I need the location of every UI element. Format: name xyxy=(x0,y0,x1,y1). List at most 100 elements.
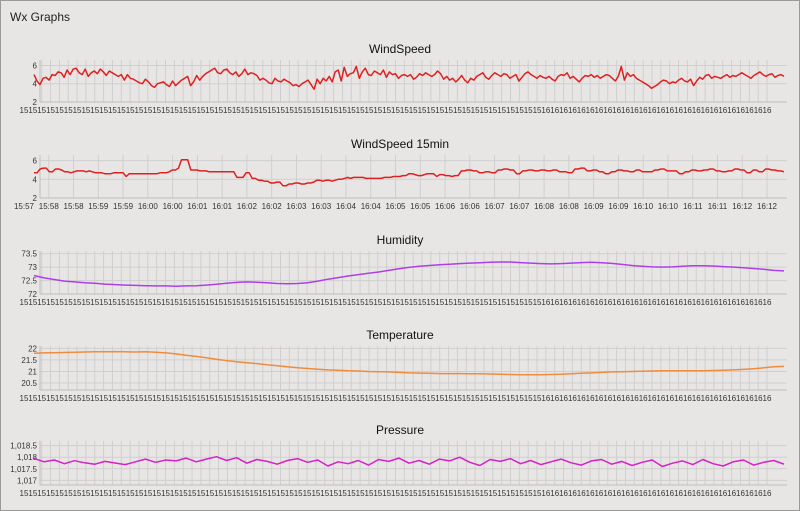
x-tick-label: 15 xyxy=(250,298,259,307)
x-tick-label: 16 xyxy=(639,489,648,498)
x-tick-label: 15 xyxy=(37,489,46,498)
y-tick-label: 2 xyxy=(33,194,38,203)
x-tick-label: 16:06 xyxy=(435,202,456,211)
x-tick-label: 16 xyxy=(754,394,763,403)
x-tick-label: 15 xyxy=(73,394,82,403)
x-tick-label: 16:12 xyxy=(732,202,753,211)
x-tick-label: 15 xyxy=(117,394,126,403)
x-tick-label: 15 xyxy=(108,106,117,115)
x-tick-label: 15 xyxy=(258,106,267,115)
x-tick-label: 16 xyxy=(612,106,621,115)
x-tick-label: 15 xyxy=(338,394,347,403)
x-tick-label: 16 xyxy=(727,106,736,115)
x-tick-label: 15 xyxy=(488,394,497,403)
x-tick-label: 15 xyxy=(143,106,152,115)
x-tick-label: 16 xyxy=(674,298,683,307)
chart-title-humidity: Humidity xyxy=(376,233,424,247)
x-tick-label: 15 xyxy=(311,106,320,115)
x-tick-label: 15 xyxy=(250,394,259,403)
x-tick-label: 16:10 xyxy=(658,202,679,211)
x-tick-label: 15 xyxy=(373,106,382,115)
x-tick-label: 16 xyxy=(612,489,621,498)
x-tick-label: 15 xyxy=(241,298,250,307)
x-tick-label: 16 xyxy=(701,106,710,115)
x-tick-label: 15 xyxy=(329,394,338,403)
x-tick-label: 15 xyxy=(179,394,188,403)
y-tick-label: 21.5 xyxy=(21,356,37,365)
x-tick-label: 16 xyxy=(656,489,665,498)
x-tick-label: 15 xyxy=(488,489,497,498)
x-tick-label: 16 xyxy=(612,394,621,403)
x-tick-label: 15 xyxy=(311,394,320,403)
x-tick-label: 16:11 xyxy=(683,202,703,211)
x-tick-label: 15 xyxy=(533,106,542,115)
x-tick-label: 16 xyxy=(709,106,718,115)
x-tick-label: 15 xyxy=(46,489,55,498)
x-tick-label: 15 xyxy=(188,489,197,498)
x-tick-label: 15 xyxy=(320,489,329,498)
x-tick-label: 15 xyxy=(365,394,374,403)
x-tick-label: 15 xyxy=(241,394,250,403)
chart-title-pressure: Pressure xyxy=(375,423,425,437)
x-tick-label: 15 xyxy=(179,298,188,307)
x-tick-label: 15 xyxy=(55,106,64,115)
x-tick-label: 16:05 xyxy=(385,202,406,211)
x-tick-label: 16 xyxy=(736,298,745,307)
x-tick-label: 15 xyxy=(241,106,250,115)
x-tick-label: 15 xyxy=(143,298,152,307)
x-tick-label: 15 xyxy=(73,298,82,307)
x-tick-label: 16 xyxy=(754,298,763,307)
x-tick-label: 15 xyxy=(81,298,90,307)
x-tick-label: 16:05 xyxy=(410,202,431,211)
x-tick-label: 15 xyxy=(135,298,144,307)
y-tick-label: 4 xyxy=(33,80,38,89)
x-tick-label: 16 xyxy=(621,394,630,403)
x-tick-label: 15 xyxy=(471,298,480,307)
x-tick-label: 15 xyxy=(356,106,365,115)
x-tick-label: 16 xyxy=(648,298,657,307)
x-tick-label: 15 xyxy=(471,394,480,403)
x-tick-label: 16:06 xyxy=(460,202,481,211)
x-tick-label: 15 xyxy=(81,489,90,498)
x-tick-label: 16 xyxy=(568,106,577,115)
x-tick-label: 16 xyxy=(541,394,550,403)
x-tick-label: 15 xyxy=(170,298,179,307)
x-tick-label: 16 xyxy=(603,489,612,498)
x-tick-label: 15 xyxy=(515,298,524,307)
x-tick-label: 16 xyxy=(621,298,630,307)
x-tick-label: 16 xyxy=(630,298,639,307)
y-tick-label: 73 xyxy=(28,263,37,272)
x-tick-label: 15 xyxy=(506,298,515,307)
y-tick-label: 6 xyxy=(33,61,38,70)
x-tick-label: 15 xyxy=(135,489,144,498)
x-tick-label: 15 xyxy=(20,298,29,307)
x-tick-label: 15 xyxy=(196,489,205,498)
x-tick-label: 16 xyxy=(727,394,736,403)
x-tick-label: 16 xyxy=(639,394,648,403)
x-tick-label: 16 xyxy=(665,394,674,403)
x-tick-label: 15 xyxy=(409,298,418,307)
x-tick-label: 15:58 xyxy=(39,202,60,211)
x-tick-label: 15 xyxy=(152,394,161,403)
x-tick-label: 15 xyxy=(223,298,232,307)
x-tick-label: 15 xyxy=(497,298,506,307)
x-tick-label: 15 xyxy=(356,489,365,498)
x-tick-label: 16 xyxy=(559,106,568,115)
x-tick-label: 16 xyxy=(683,489,692,498)
x-tick-label: 16:01 xyxy=(187,202,208,211)
x-tick-label: 15 xyxy=(90,106,99,115)
x-tick-label: 15 xyxy=(373,394,382,403)
x-tick-label: 15 xyxy=(426,394,435,403)
series-line-windspeed xyxy=(33,65,785,90)
x-tick-label: 16 xyxy=(718,298,727,307)
x-tick-label: 16 xyxy=(603,106,612,115)
x-tick-label: 15 xyxy=(453,298,462,307)
x-tick-label: 16:08 xyxy=(559,202,580,211)
x-tick-label: 16 xyxy=(665,298,674,307)
x-tick-label: 16:09 xyxy=(584,202,605,211)
x-tick-label: 15 xyxy=(205,489,214,498)
x-tick-label: 15 xyxy=(329,489,338,498)
x-tick-label: 15 xyxy=(188,106,197,115)
